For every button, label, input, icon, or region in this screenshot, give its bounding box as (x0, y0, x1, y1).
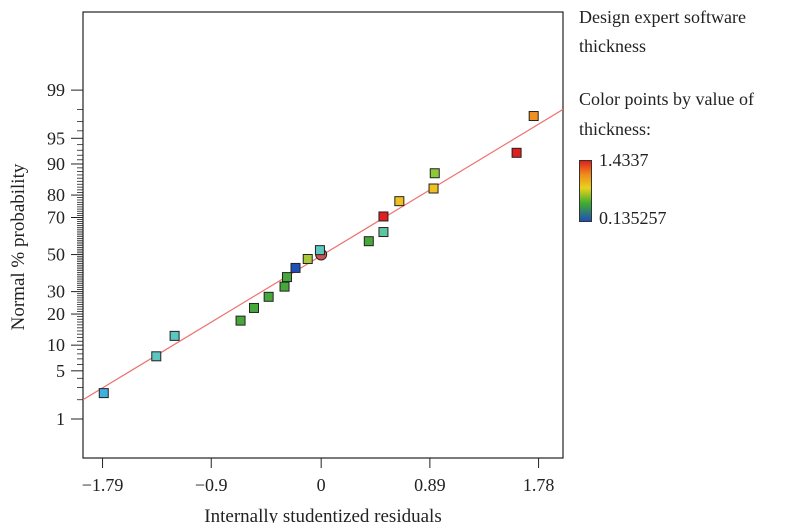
data-point (314, 245, 325, 256)
data-point (394, 196, 405, 207)
y-tick-label: 70 (47, 207, 65, 227)
y-tick-label: 99 (47, 80, 65, 100)
x-axis-title: Internally studentized residuals (204, 506, 441, 523)
x-tick-label: 1.78 (523, 475, 555, 495)
response-name: thickness (579, 36, 646, 56)
y-tick-label: 50 (47, 245, 65, 265)
data-point (279, 281, 290, 292)
color-scale-bar (579, 160, 592, 222)
y-tick-label: 90 (47, 154, 65, 174)
data-point (429, 168, 440, 179)
data-point (235, 315, 246, 326)
color-by-label: Color points by value of (579, 89, 754, 109)
color-by-variable: thickness: (579, 119, 651, 139)
plot-axes (71, 11, 564, 468)
data-point (378, 227, 389, 238)
y-tick-label: 20 (47, 304, 65, 324)
y-tick-label: 30 (47, 282, 65, 302)
colorbar-min-label: 0.135257 (599, 208, 667, 228)
plot-frame (82, 11, 564, 459)
data-point (263, 291, 274, 302)
data-point (281, 272, 292, 283)
data-point (528, 111, 539, 122)
data-point (151, 351, 162, 362)
y-tick-label: 10 (47, 335, 65, 355)
data-points-layer (98, 111, 539, 399)
y-tick-label: 95 (47, 128, 65, 148)
data-point (169, 330, 180, 341)
data-point (248, 302, 259, 313)
x-tick-label: 0 (317, 475, 326, 495)
data-point (511, 147, 522, 158)
data-point (363, 236, 374, 247)
data-point (98, 388, 109, 399)
x-tick-label: −1.79 (82, 475, 124, 495)
software-title: Design expert software (579, 7, 746, 27)
data-point (378, 211, 389, 222)
data-point (290, 262, 301, 273)
x-tick-label: 0.89 (414, 475, 446, 495)
y-tick-label: 1 (56, 409, 65, 429)
data-point (428, 183, 439, 194)
data-point (302, 253, 313, 264)
colorbar-max-label: 1.4337 (599, 150, 649, 170)
y-axis-title: Normal % probability (8, 163, 29, 330)
x-tick-label: −0.9 (195, 475, 228, 495)
y-tick-label: 5 (56, 361, 65, 381)
y-tick-label: 80 (47, 185, 65, 205)
